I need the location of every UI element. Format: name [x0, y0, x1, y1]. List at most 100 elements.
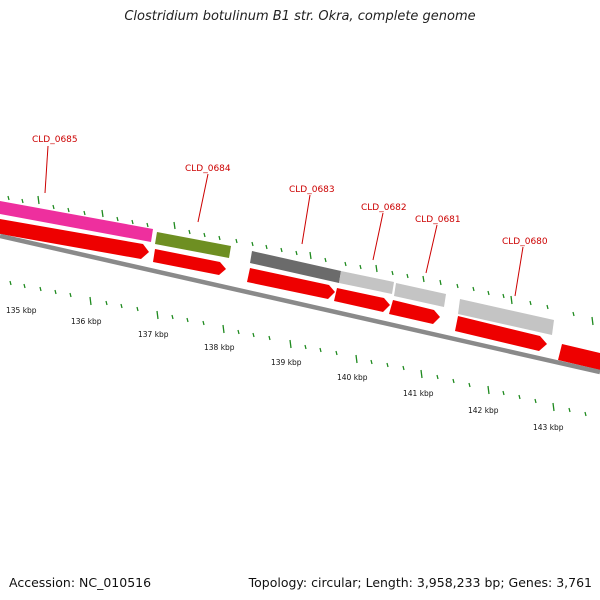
- tick: [265, 244, 268, 250]
- tick: [156, 310, 159, 320]
- tick: [101, 209, 104, 218]
- tick: [295, 250, 298, 256]
- gene-label[interactable]: CLD_0681: [415, 215, 461, 225]
- tick: [89, 296, 92, 306]
- tick: [546, 304, 549, 310]
- tick: [251, 241, 254, 247]
- tick: [309, 251, 312, 260]
- light-gray-feature-bar[interactable]: [458, 299, 554, 335]
- cds-arrow[interactable]: [334, 288, 390, 312]
- tick: [502, 390, 505, 396]
- light-gray-feature-bar[interactable]: [394, 283, 446, 307]
- feature-bars: [0, 201, 554, 335]
- olive-feature-bar[interactable]: [155, 232, 231, 258]
- dark-gray-feature-bar[interactable]: [250, 251, 341, 283]
- tick: [420, 369, 423, 379]
- tick: [54, 289, 57, 295]
- light-gray-feature-bar[interactable]: [339, 271, 394, 294]
- tick: [83, 210, 86, 216]
- tick: [422, 275, 425, 283]
- kbp-label: 141 kbp: [403, 389, 434, 398]
- tick: [136, 306, 139, 312]
- kbp-label: 142 kbp: [468, 406, 499, 415]
- tick: [386, 362, 389, 368]
- tick: [568, 407, 571, 413]
- tick: [518, 394, 521, 400]
- tick: [116, 216, 119, 222]
- leader-line: [425, 224, 438, 274]
- kbp-label: 139 kbp: [271, 358, 302, 367]
- tick: [304, 344, 307, 350]
- cds-arrow[interactable]: [389, 300, 440, 324]
- leader-line: [514, 246, 524, 297]
- genome-backbone: [0, 233, 600, 375]
- tick: [237, 329, 240, 335]
- pink-feature-bar[interactable]: [0, 201, 153, 242]
- tick: [324, 257, 327, 263]
- tick: [529, 300, 532, 306]
- kbp-ruler: 135 kbp 136 kbp 137 kbp 138 kbp 139 kbp …: [6, 280, 587, 432]
- tick: [572, 311, 575, 317]
- tick: [359, 264, 362, 270]
- tick: [171, 314, 174, 320]
- tick: [487, 385, 490, 395]
- tick: [335, 350, 338, 356]
- tick: [67, 207, 70, 213]
- kbp-label: 137 kbp: [138, 330, 169, 339]
- kbp-label: 140 kbp: [337, 373, 368, 382]
- tick: [252, 332, 255, 338]
- tick: [375, 264, 378, 273]
- tick: [510, 295, 513, 305]
- cds-arrow[interactable]: [247, 268, 335, 299]
- gene-label[interactable]: CLD_0680: [502, 237, 548, 247]
- tick: [370, 359, 373, 365]
- tick: [468, 382, 471, 388]
- tick: [391, 270, 394, 276]
- gene-label[interactable]: CLD_0684: [185, 164, 231, 174]
- gene-label[interactable]: CLD_0683: [289, 185, 335, 195]
- tick: [534, 398, 537, 404]
- tick: [552, 402, 555, 412]
- kbp-label: 138 kbp: [204, 343, 235, 352]
- tick: [222, 324, 225, 334]
- tick: [344, 261, 347, 267]
- upper-tick-band: [7, 195, 594, 326]
- tick: [69, 292, 72, 298]
- gene-labels: CLD_0685 CLD_0684 CLD_0683 CLD_0682 CLD_…: [32, 135, 548, 297]
- tick: [146, 222, 149, 228]
- accession-text: Accession: NC_010516: [9, 575, 152, 590]
- kbp-label: 135 kbp: [6, 306, 37, 315]
- tick: [591, 316, 594, 326]
- cds-arrow[interactable]: [455, 316, 547, 351]
- tick: [120, 303, 123, 309]
- cds-arrow[interactable]: [0, 219, 149, 259]
- gene-label[interactable]: CLD_0682: [361, 203, 407, 213]
- tick: [218, 235, 221, 241]
- tick: [280, 247, 283, 253]
- tick: [23, 283, 26, 289]
- tick: [9, 280, 12, 286]
- tick: [7, 195, 10, 201]
- genome-summary-text: Topology: circular; Length: 3,958,233 bp…: [248, 575, 592, 590]
- tick: [105, 300, 108, 306]
- tick: [487, 290, 490, 296]
- cds-arrows: [0, 219, 600, 370]
- gene-label[interactable]: CLD_0685: [32, 135, 78, 145]
- tick: [39, 286, 42, 292]
- leader-line: [301, 194, 311, 245]
- tick: [188, 229, 191, 235]
- tick: [402, 365, 405, 371]
- cds-arrow[interactable]: [153, 249, 226, 275]
- kbp-label: 136 kbp: [71, 317, 102, 326]
- tick: [584, 411, 587, 417]
- leader-line: [197, 173, 209, 223]
- cds-arrow[interactable]: [558, 344, 600, 370]
- tick: [289, 339, 292, 349]
- tick: [502, 293, 505, 299]
- tick: [452, 378, 455, 384]
- tick: [186, 317, 189, 323]
- tick: [131, 219, 134, 225]
- tick: [472, 286, 475, 292]
- tick: [355, 354, 358, 364]
- tick: [319, 347, 322, 353]
